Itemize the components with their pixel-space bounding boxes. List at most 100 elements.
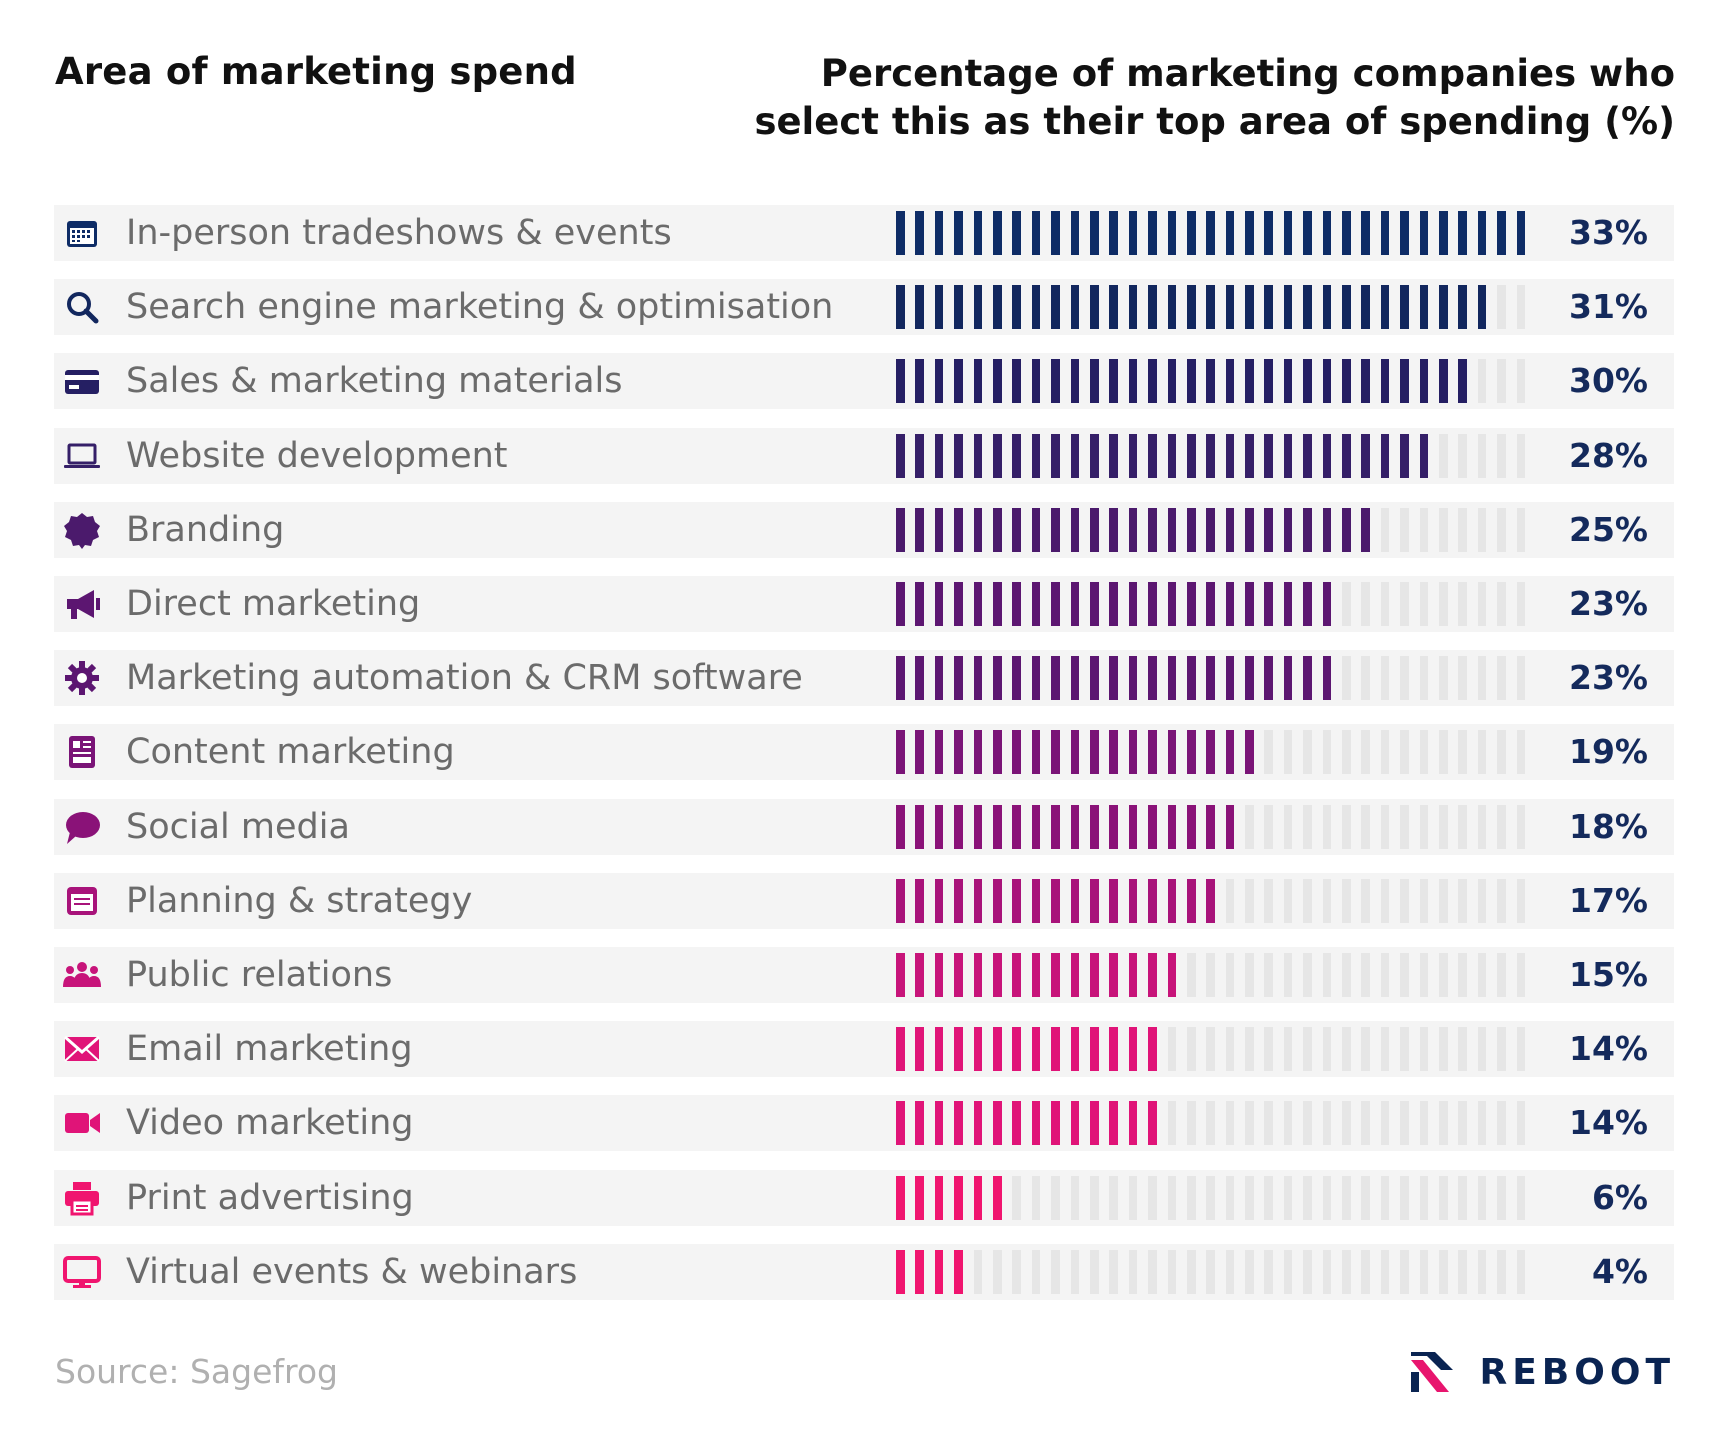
megaphone-icon — [62, 584, 102, 624]
bar-segment-filled — [1089, 804, 1099, 849]
bar-segment-empty — [1477, 1175, 1487, 1220]
bar-segment-filled — [1031, 878, 1041, 923]
bar-segment-empty — [1186, 1027, 1196, 1072]
bar-segment-empty — [1089, 1175, 1099, 1220]
bar-segment-filled — [1012, 285, 1021, 330]
bar-segment-filled — [1128, 359, 1138, 404]
bar-segment-filled — [1342, 359, 1351, 404]
bar-segment-empty — [1012, 1249, 1021, 1294]
bar-segment-filled — [1128, 730, 1138, 775]
bar-segment-empty — [1322, 1249, 1332, 1294]
bar-segment-filled — [973, 433, 983, 478]
bar-segment-empty — [1361, 730, 1371, 775]
bar-segment-empty — [1439, 1249, 1448, 1294]
bar-segment-filled — [1109, 507, 1118, 552]
category-label: Search engine marketing & optimisation — [126, 287, 834, 328]
bar-segment-empty — [1342, 953, 1351, 997]
bar-segment-filled — [1148, 878, 1157, 923]
bar-segment-filled — [1109, 804, 1118, 849]
bar-segment-empty — [1322, 1101, 1332, 1146]
bar-segment-empty — [1419, 582, 1429, 626]
bar-row-direct-marketing: Direct marketing 23% — [54, 576, 1674, 632]
bar-segment-filled — [896, 1101, 905, 1146]
bar-segment-filled — [1128, 285, 1138, 330]
bar-segment-filled — [1148, 730, 1157, 775]
bar-segment-empty — [1477, 878, 1487, 923]
bar-segment-empty — [1361, 1175, 1371, 1220]
calendar-icon — [62, 213, 102, 253]
bar-segment-filled — [1128, 953, 1138, 997]
bar-segment-empty — [1303, 1027, 1312, 1072]
bar-segment-empty — [1283, 878, 1293, 923]
bar-segment-empty — [1516, 507, 1526, 552]
bar-segment-filled — [934, 285, 944, 330]
bar-segment-filled — [992, 433, 1002, 478]
bar-segment-filled — [992, 804, 1002, 849]
bar-row-social-media: Social media 18% — [54, 798, 1674, 855]
bar-segment-filled — [1322, 582, 1332, 626]
value-label: 17% — [1569, 880, 1648, 920]
bar-segment-empty — [1322, 953, 1332, 997]
reboot-logo-icon — [1411, 1352, 1454, 1392]
bar-segment-filled — [954, 1027, 963, 1072]
bar-segment-filled — [1012, 1027, 1021, 1072]
bar-segment-empty — [1458, 582, 1467, 626]
bar-segment-filled — [1051, 804, 1060, 849]
value-label: 28% — [1569, 435, 1648, 475]
bar-segment-filled — [1148, 656, 1157, 701]
bar-segment-filled — [934, 1175, 944, 1220]
bar-row-planning-strategy: Planning & strategy 17% — [54, 872, 1674, 929]
bar-segment-filled — [1167, 433, 1177, 478]
bar-segment-filled — [1051, 953, 1060, 997]
bar-segment-filled — [1380, 285, 1390, 330]
bar-segment-empty — [1225, 1175, 1235, 1220]
bar-segment-filled — [1206, 582, 1215, 626]
bar-segment-filled — [1283, 582, 1293, 626]
bar-segment-empty — [1458, 1101, 1467, 1146]
bar-segment-empty — [1361, 804, 1371, 849]
bar-segment-filled — [1342, 285, 1351, 330]
bar-segment-filled — [1148, 285, 1157, 330]
bar-segment-filled — [1283, 507, 1293, 552]
value-label: 31% — [1569, 287, 1648, 327]
bar-segment-empty — [1264, 1175, 1274, 1220]
bar-segment-filled — [915, 1175, 924, 1220]
bar-segment-filled — [1012, 433, 1021, 478]
bar-segment-filled — [1322, 285, 1332, 330]
bar-segment-filled — [1186, 433, 1196, 478]
bar-segment-filled — [1031, 285, 1041, 330]
bar-segment-empty — [1322, 730, 1332, 775]
category-label: Print advertising — [126, 1177, 414, 1218]
bar-segment-empty — [1206, 1249, 1215, 1294]
bar-row-in-person-tradeshows-events: In-person tradeshows & events 33% — [54, 205, 1674, 261]
bar-segment-filled — [1109, 953, 1118, 997]
bar-segment-filled — [1148, 359, 1157, 404]
bar-segment-empty — [1070, 1249, 1080, 1294]
bar-segment-empty — [1206, 1175, 1215, 1220]
bar-segment-filled — [1264, 433, 1274, 478]
bar-segment-empty — [1186, 1249, 1196, 1294]
bar-segment-filled — [1031, 804, 1041, 849]
bar-segment-filled — [954, 1175, 963, 1220]
bar-segment-filled — [1012, 1101, 1021, 1146]
bar-segment-filled — [992, 582, 1002, 626]
bar-segment-filled — [1051, 656, 1060, 701]
bar-segment-empty — [1497, 953, 1506, 997]
bar-segment-filled — [1167, 507, 1177, 552]
bar-segment-filled — [1245, 285, 1254, 330]
bar-segment-empty — [1225, 1249, 1235, 1294]
bar-segment-empty — [1497, 730, 1506, 775]
bar-segment-filled — [1012, 582, 1021, 626]
bar-segment-filled — [1322, 359, 1332, 404]
badge-icon — [62, 510, 102, 550]
bar-segment-filled — [973, 953, 983, 997]
source-note: Source: Sagefrog — [55, 1352, 338, 1391]
bar-segment-filled — [1167, 804, 1177, 849]
bar-segment-filled — [1051, 1101, 1060, 1146]
bar-segment-filled — [1167, 953, 1177, 997]
bar-segment-filled — [1264, 507, 1274, 552]
bar-segment-filled — [992, 953, 1002, 997]
bar-row-branding: Branding 25% — [54, 501, 1674, 558]
bar-segment-empty — [1380, 878, 1390, 923]
